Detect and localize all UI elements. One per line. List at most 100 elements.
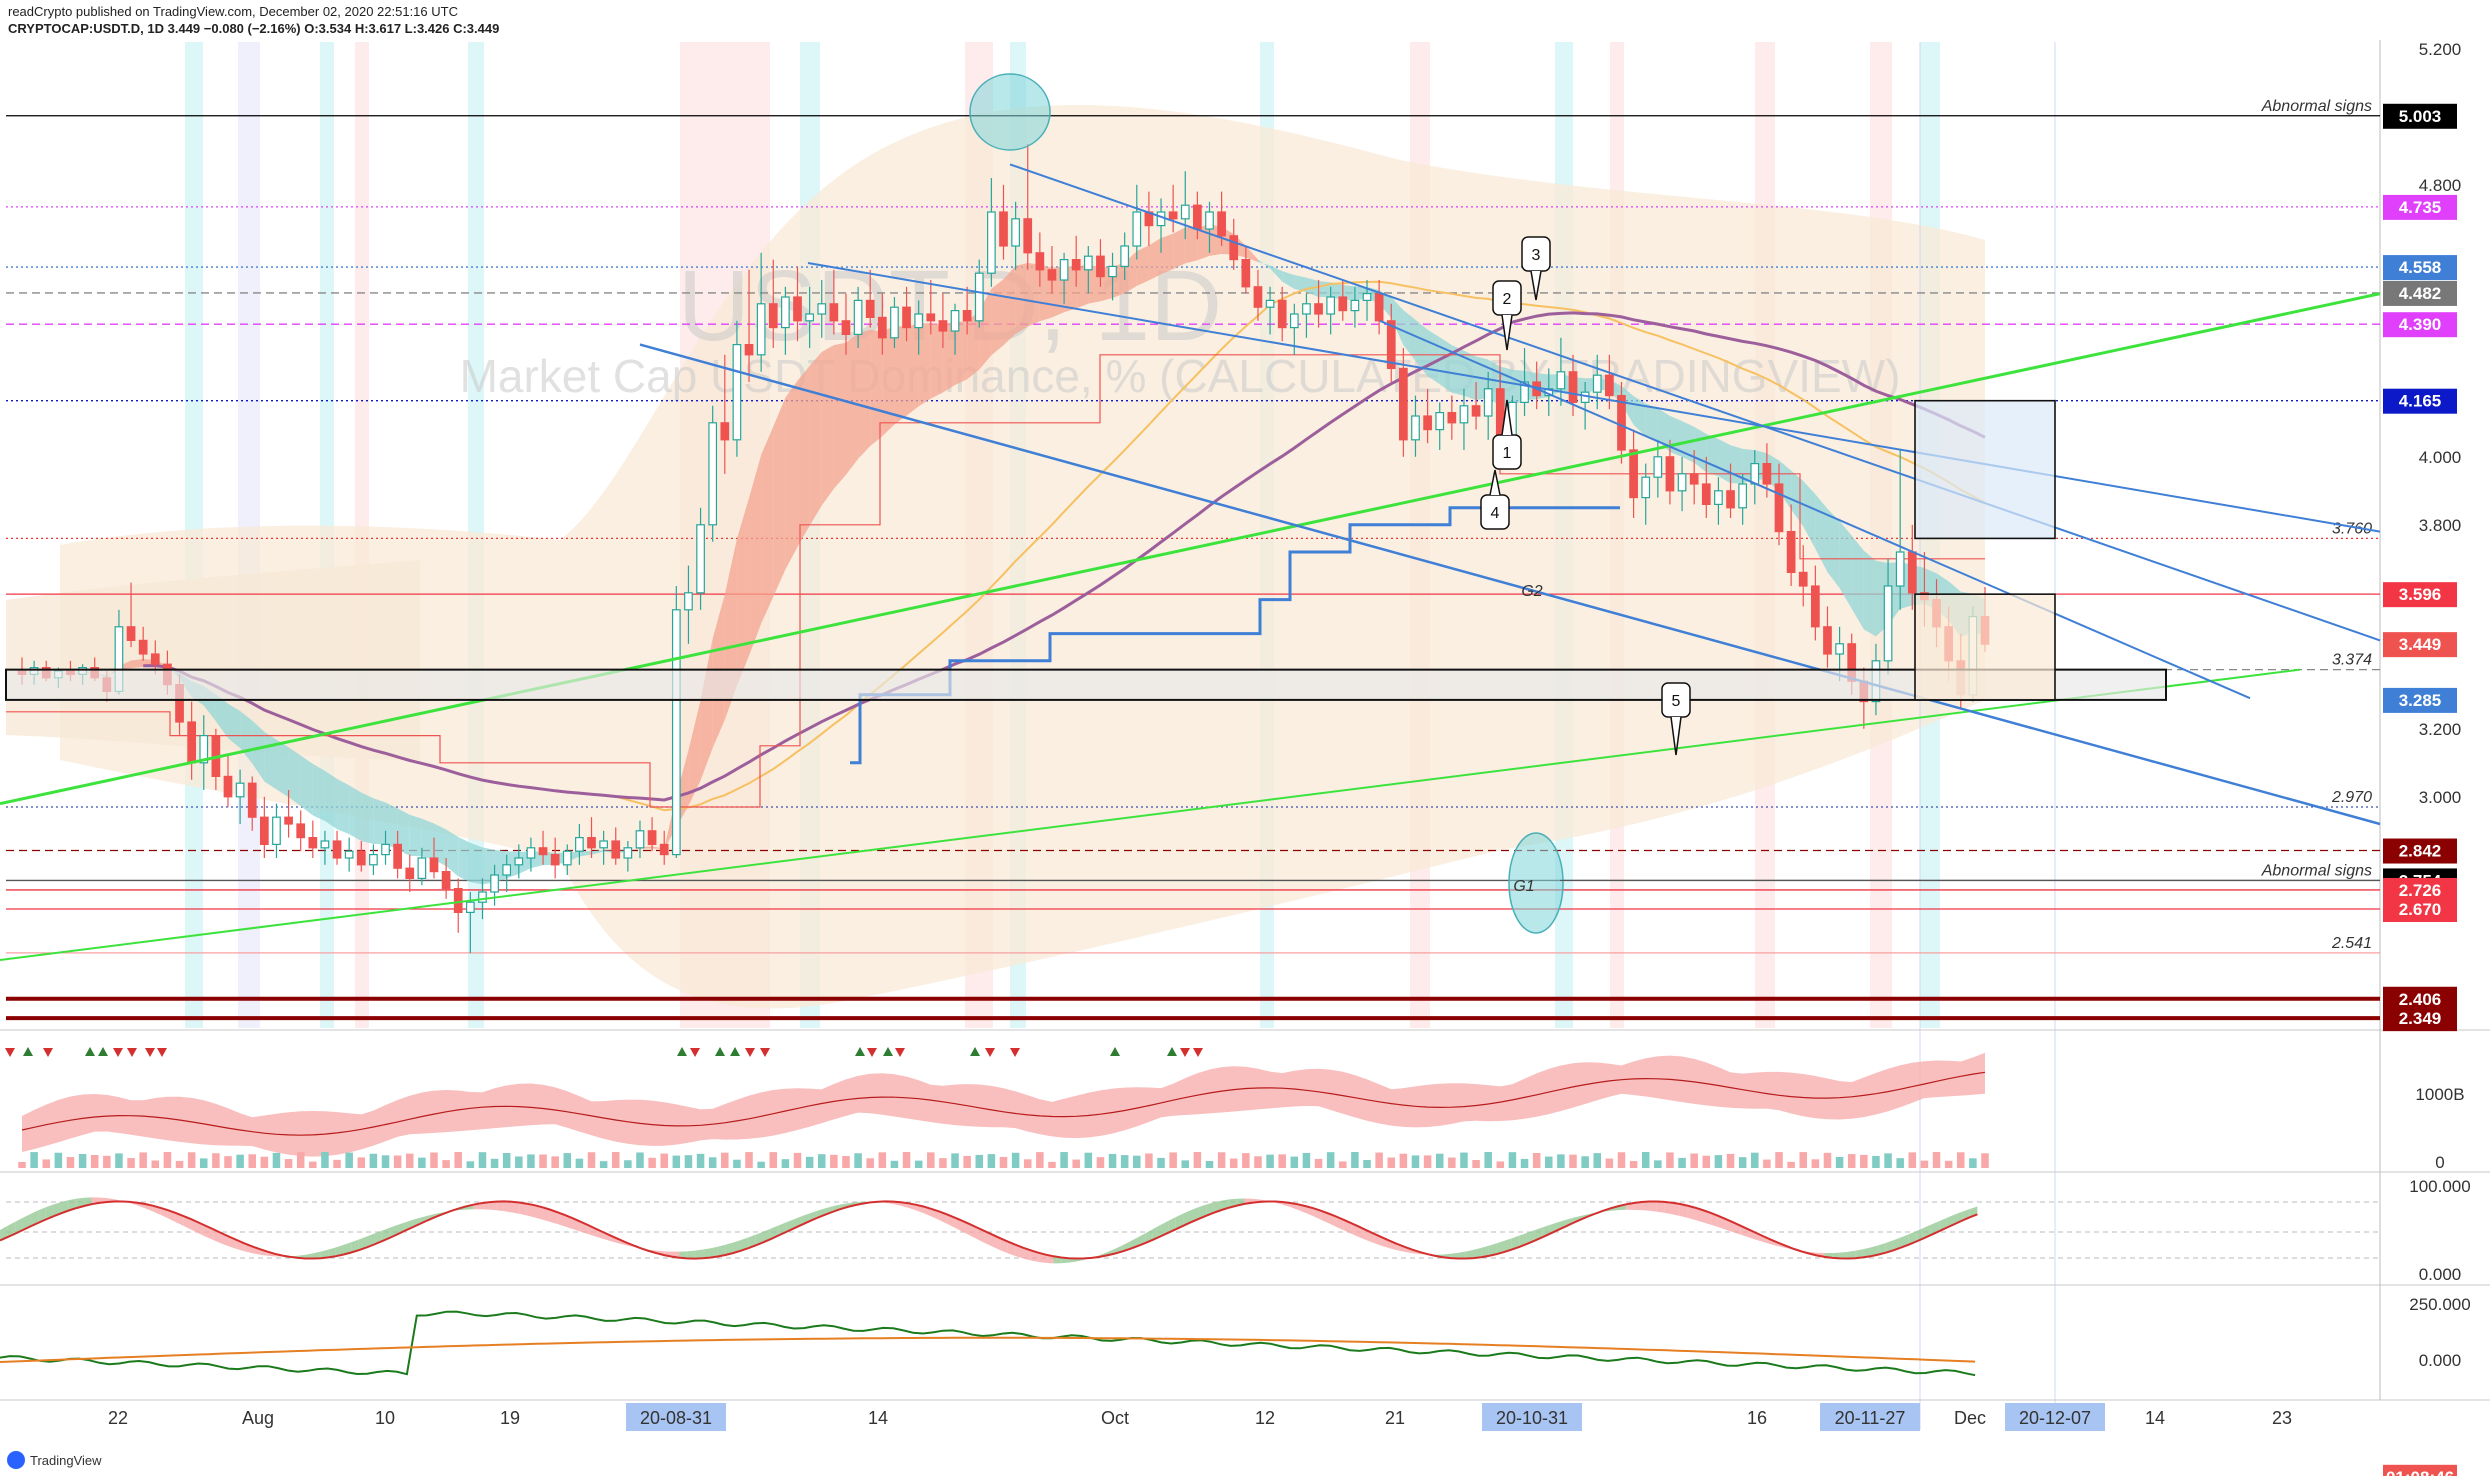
candle-body [829,303,839,322]
sell-arrow-icon [113,1048,123,1057]
oscillator-fill [1557,1220,1566,1231]
oscillator-fill [30,1210,39,1227]
oscillator-fill [1862,1247,1871,1258]
ema-ribbon-segment [1415,319,1428,377]
candle-body [1617,395,1626,451]
ema-ribbon-segment [967,310,980,380]
candle-body [1132,211,1142,247]
ema-ribbon-segment [1185,227,1198,264]
volume-bar [442,1160,450,1168]
wave-label: 2 [1503,291,1512,308]
oscillator-fill [542,1207,550,1222]
blue-channel-top [807,262,2381,533]
oscillator-axis-top: 100.000 [2409,1177,2470,1196]
volume-bar [1242,1153,1250,1168]
oscillator-fill [557,1212,565,1227]
time-tick-label: 20-12-07 [2019,1408,2091,1428]
volume-bar [1860,1154,1868,1168]
volume-bar [1811,1159,1820,1168]
candle-body [756,303,766,356]
oscillator-fill [1023,1247,1031,1261]
volume-bar [1763,1159,1771,1168]
candle-body [562,850,572,866]
oscillator-fill [1030,1250,1039,1262]
oscillator-fill [1015,1244,1024,1259]
volume-bar [1145,1153,1153,1168]
volume-bar [1690,1153,1698,1168]
time-tick-highlight [1482,1403,1582,1431]
candle-body [1568,371,1578,403]
buy-arrow-icon [98,1047,108,1056]
price-badge-label: 4.735 [2399,198,2442,217]
candle-body [817,303,827,315]
candle-body [1883,585,1893,662]
time-tick-label: 23 [2272,1408,2292,1428]
volume-bar [1278,1154,1286,1168]
candle-body [502,864,512,876]
time-tick-label: 14 [868,1408,888,1428]
volume-bar [1908,1152,1917,1168]
time-tick-label: 19 [500,1408,520,1428]
volume-bar [1944,1160,1953,1168]
ema-ribbon-segment [1403,310,1416,361]
volume-bar [527,1154,535,1168]
ema-ribbon-segment [1173,227,1186,270]
candle-body [381,843,390,856]
candle-body [1023,218,1033,254]
oscillator-fill [251,1246,260,1255]
sell-arrow-icon [745,1048,755,1057]
oscillator-fill [969,1224,978,1240]
candle-body [538,847,548,856]
oscillator-fill [1649,1201,1657,1212]
ema-ribbon-segment [1136,245,1149,286]
candles [17,144,1990,954]
candle-body [1556,371,1566,390]
ema-ribbon-segment [1827,508,1840,589]
candle-body [635,830,645,849]
candle-body [332,840,342,859]
ema-ribbon-segment [215,694,228,739]
candle-body [1750,463,1760,485]
ema-ribbon-segment [627,847,640,852]
price-badge-bg [2383,1006,2457,1032]
buy-arrow-icon [855,1047,865,1056]
buy-arrow-icon [970,1047,980,1056]
wave-label: 4 [1491,505,1500,522]
time-tick-label: 20-11-27 [1835,1408,1906,1428]
ema-ribbon-segment [785,380,798,570]
candle-body [1071,259,1081,271]
volume-bar [393,1155,402,1168]
volume-bar [1084,1152,1093,1168]
volume-bar [757,1161,765,1168]
volume-bar [405,1153,414,1168]
price-tick-label: 3.200 [2419,720,2462,739]
volume-bar [151,1160,160,1168]
candle-body [490,874,499,893]
ema-ribbon-segment [797,365,810,547]
volume-bar [1157,1157,1165,1168]
candle-body [1338,296,1348,312]
ema-ribbon-segment [1342,284,1355,301]
g2-label: G2 [1521,583,1542,600]
volume-bar [951,1153,959,1168]
volume-bar [187,1152,196,1168]
volume-bar [1217,1152,1226,1168]
ema-ribbon-segment [1645,403,1658,441]
price-badge-bg [2383,312,2457,338]
ema-ribbon-segment [1282,271,1295,289]
volume-bar [139,1152,147,1168]
candle-body [611,840,621,859]
ema-ribbon-segment [1294,275,1307,293]
volume-bar [163,1152,172,1168]
oscillator-fill [1641,1201,1650,1211]
ema-ribbon-segment [1657,408,1670,453]
candle-body [1629,449,1638,499]
oscillator-fill [0,1225,8,1241]
oscillator-fill [488,1201,497,1211]
volume-bar [672,1155,681,1168]
oscillator-signal-line [0,1200,1978,1260]
volume-bar [975,1154,984,1168]
time-tick-label: 14 [2145,1408,2165,1428]
volume-bar [1205,1161,1214,1168]
